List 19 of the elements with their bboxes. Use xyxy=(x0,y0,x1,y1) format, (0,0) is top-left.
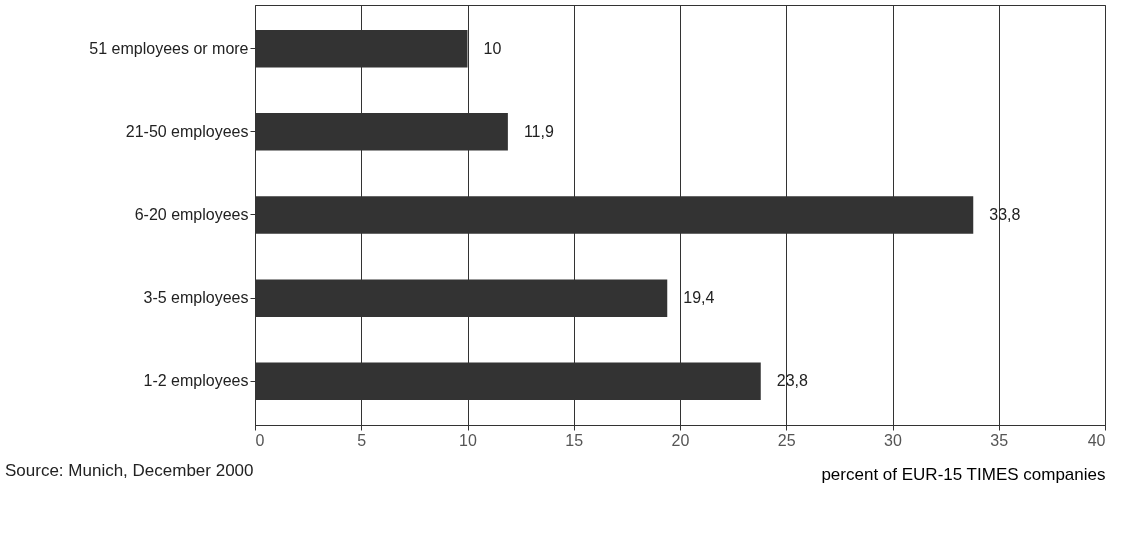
y-tick-label: 51 employees or more xyxy=(89,39,249,57)
x-tick-label: 10 xyxy=(459,431,477,449)
x-tick-label: 25 xyxy=(777,431,796,449)
x-tick-label: 30 xyxy=(884,431,902,449)
data-label: 10 xyxy=(483,39,502,57)
x-tick-label: 15 xyxy=(565,431,584,449)
x-axis-title: percent of EUR-15 TIMES companies xyxy=(821,464,1106,484)
y-tick-label: 1-2 employees xyxy=(143,372,249,390)
x-tick-label: 0 xyxy=(255,431,265,449)
x-tick-label: 5 xyxy=(357,431,367,449)
x-tick-label: 40 xyxy=(1087,431,1106,449)
source-note: Source: Munich, December 2000 xyxy=(5,461,254,480)
data-label: 11,9 xyxy=(523,122,554,140)
data-label: 19,4 xyxy=(683,289,715,307)
y-tick-label: 21-50 employees xyxy=(125,122,249,140)
y-tick-label: 6-20 employees xyxy=(134,206,249,223)
y-tick-label: 3-5 employees xyxy=(143,289,249,307)
x-tick-label: 35 xyxy=(990,431,1009,449)
x-tick-label: 20 xyxy=(671,431,690,449)
